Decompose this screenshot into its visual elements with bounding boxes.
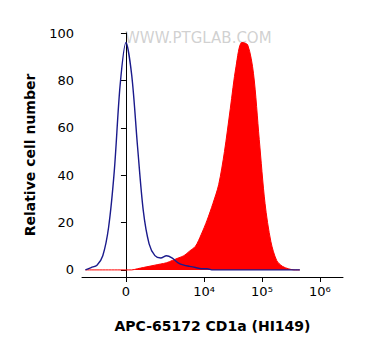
svg-text:10⁴: 10⁴ (193, 284, 215, 299)
svg-text:40: 40 (57, 168, 74, 183)
svg-text:0: 0 (122, 284, 130, 299)
svg-text:10⁶: 10⁶ (309, 284, 331, 299)
svg-text:WWW.PTGLAB.COM: WWW.PTGLAB.COM (125, 29, 272, 47)
svg-text:100: 100 (49, 26, 74, 41)
svg-text:10⁵: 10⁵ (251, 284, 273, 299)
svg-text:Relative cell number: Relative cell number (22, 74, 38, 237)
svg-text:APC-65172 CD1a (HI149): APC-65172 CD1a (HI149) (115, 318, 311, 334)
svg-text:20: 20 (57, 215, 74, 230)
svg-text:0: 0 (66, 262, 74, 277)
svg-text:60: 60 (57, 120, 74, 135)
svg-text:80: 80 (57, 73, 74, 88)
